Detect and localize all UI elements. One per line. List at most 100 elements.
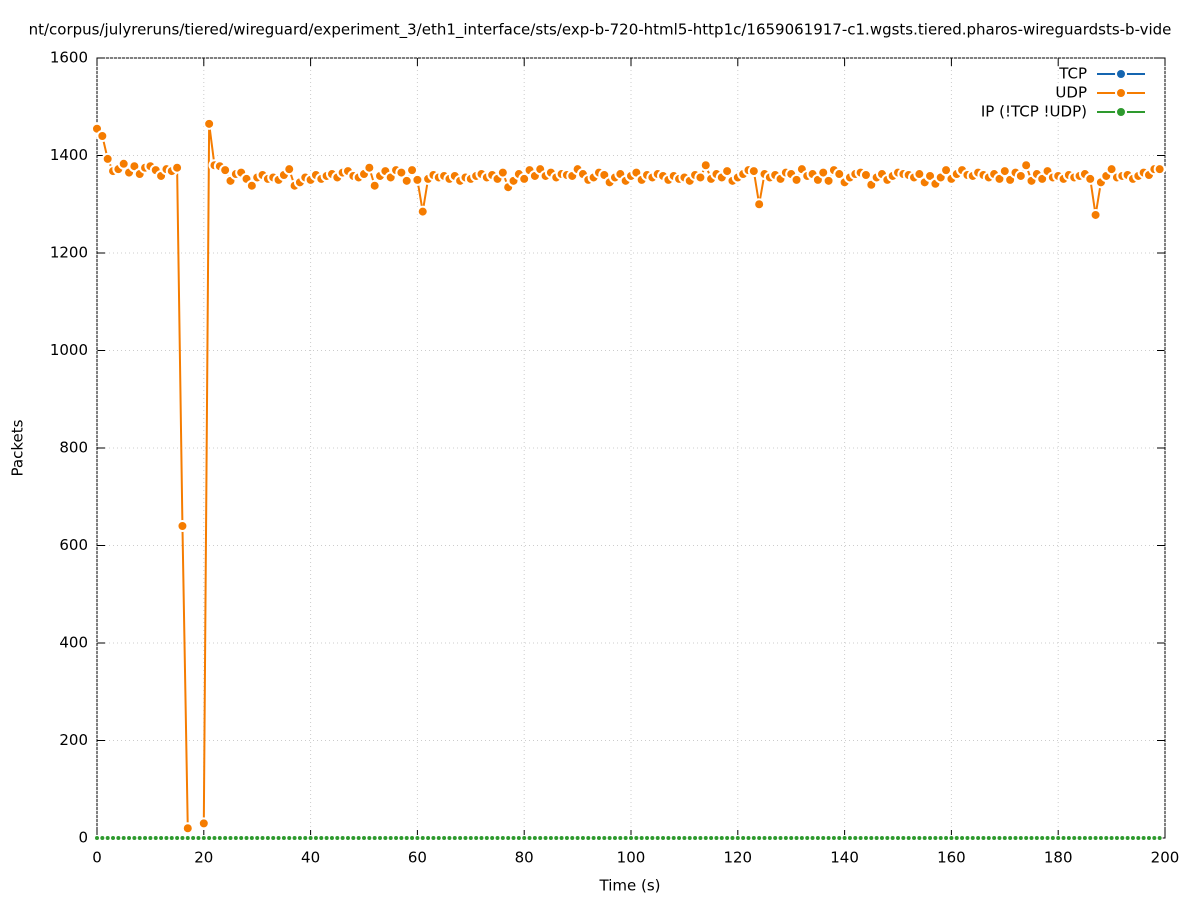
data-point — [350, 835, 357, 841]
data-point — [377, 835, 384, 841]
data-point — [895, 835, 901, 841]
data-point — [197, 817, 210, 830]
data-point — [104, 835, 111, 841]
data-point — [368, 179, 381, 192]
data-point — [1103, 835, 1110, 841]
data-point — [750, 835, 757, 841]
data-point — [446, 835, 453, 841]
y-tick-label: 400 — [59, 634, 88, 652]
data-point — [355, 835, 362, 841]
data-point — [697, 835, 704, 841]
x-tick-label: 20 — [194, 849, 213, 867]
data-point — [219, 164, 232, 177]
data-point — [101, 152, 114, 165]
data-point — [558, 835, 565, 841]
data-point — [900, 835, 907, 841]
data-point — [99, 835, 106, 841]
data-point — [980, 835, 987, 841]
data-point — [782, 835, 789, 841]
x-tick-label: 180 — [1044, 849, 1073, 867]
data-point — [852, 835, 859, 841]
data-point — [1129, 835, 1136, 841]
data-point — [921, 835, 928, 841]
data-point — [996, 835, 1003, 841]
data-point — [496, 166, 509, 179]
data-point — [1023, 835, 1030, 841]
data-point — [283, 163, 296, 176]
data-point — [181, 822, 194, 835]
data-point — [694, 171, 707, 184]
data-point — [940, 164, 953, 177]
data-point — [1014, 169, 1027, 182]
data-point — [724, 835, 731, 841]
data-point — [670, 835, 677, 841]
data-point — [302, 835, 309, 841]
x-tick-label: 200 — [1151, 849, 1180, 867]
data-point — [747, 165, 760, 178]
data-point — [817, 166, 830, 179]
data-point — [985, 835, 992, 841]
data-point — [1119, 835, 1126, 841]
data-point — [692, 835, 699, 841]
data-point — [1071, 835, 1078, 841]
data-point — [644, 835, 651, 841]
x-tick-label: 160 — [937, 849, 966, 867]
data-point — [131, 835, 138, 841]
data-point — [136, 835, 143, 841]
data-point — [884, 835, 891, 841]
y-tick-label: 1000 — [50, 341, 88, 359]
data-point — [734, 835, 741, 841]
y-tick-label: 1400 — [50, 146, 88, 164]
data-point — [395, 166, 408, 179]
data-point — [766, 835, 773, 841]
data-point — [1060, 835, 1067, 841]
data-point — [409, 835, 416, 841]
data-point — [660, 835, 667, 841]
data-point — [878, 835, 885, 841]
data-point — [451, 835, 458, 841]
y-tick-label: 200 — [59, 731, 88, 749]
data-point — [809, 835, 816, 841]
data-point — [419, 835, 426, 841]
legend-marker — [1115, 106, 1127, 118]
data-point — [905, 835, 912, 841]
data-point — [1135, 835, 1142, 841]
data-point — [868, 835, 875, 841]
data-point — [563, 835, 570, 841]
x-tick-label: 40 — [301, 849, 320, 867]
data-point — [203, 117, 216, 130]
data-point — [211, 835, 218, 841]
data-point — [195, 835, 202, 841]
data-point — [862, 835, 869, 841]
data-point — [334, 835, 341, 841]
data-point — [393, 835, 400, 841]
data-point — [259, 835, 266, 841]
x-tick-label: 0 — [92, 849, 102, 867]
data-point — [1087, 835, 1094, 841]
data-point — [628, 835, 634, 841]
data-point — [115, 835, 122, 841]
data-point — [232, 835, 239, 841]
data-point — [959, 835, 966, 841]
data-point — [344, 835, 351, 841]
data-point — [585, 835, 592, 841]
data-point — [676, 835, 683, 841]
data-point — [814, 835, 821, 841]
data-point — [318, 835, 325, 841]
data-point — [1017, 835, 1024, 841]
data-point — [179, 835, 186, 841]
data-point — [245, 179, 258, 192]
data-point — [473, 835, 480, 841]
data-point — [729, 835, 736, 841]
data-point — [1001, 835, 1008, 841]
data-point — [371, 835, 378, 841]
data-point — [1151, 835, 1158, 841]
data-point — [761, 835, 768, 841]
data-point — [991, 835, 998, 841]
data-point — [171, 161, 184, 174]
data-point — [1007, 835, 1014, 841]
data-point — [916, 835, 923, 841]
data-point — [1140, 835, 1147, 841]
